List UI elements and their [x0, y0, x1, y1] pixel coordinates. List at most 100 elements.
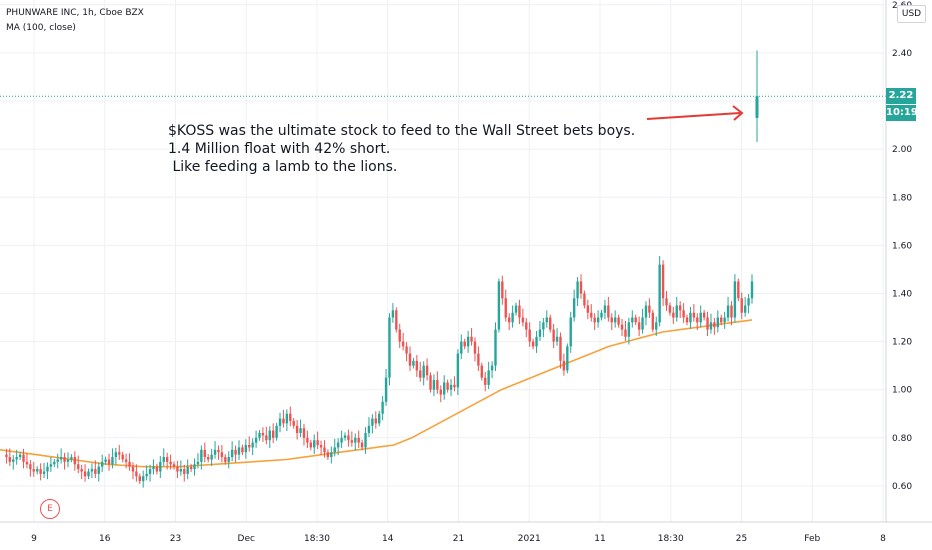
- candle-body: [302, 428, 306, 438]
- candle-body: [292, 420, 295, 426]
- candle-body: [610, 317, 613, 323]
- candle-body: [196, 461, 200, 465]
- x-tick-label: 9: [31, 534, 37, 544]
- candle-body: [176, 466, 179, 472]
- candle-body: [388, 317, 391, 378]
- time-axis[interactable]: 9 16 23 Dec 18:30 14 21 2021 11 18:30 25 Feb 8: [31, 534, 886, 544]
- candle-body: [696, 317, 699, 323]
- y-tick-label: 1.60: [892, 241, 912, 251]
- indicator-label[interactable]: MA (100, close): [6, 23, 76, 33]
- candle-body: [80, 469, 83, 472]
- candle-body: [542, 322, 545, 330]
- candle-body: [391, 310, 395, 318]
- candle-body: [285, 413, 289, 424]
- x-tick-label: 18:30: [658, 534, 684, 544]
- candle-body: [470, 336, 473, 342]
- candle-body: [179, 469, 183, 472]
- candle-body: [699, 312, 702, 323]
- candle-body: [121, 454, 124, 460]
- candle-body: [507, 317, 511, 323]
- candle-body: [330, 452, 333, 458]
- candle-body: [172, 464, 176, 467]
- candle-body: [186, 466, 189, 474]
- annotation-line: $KOSS was the ultimate stock to feed to …: [168, 123, 636, 139]
- candle-body: [97, 466, 100, 474]
- x-tick-label: Feb: [804, 534, 820, 544]
- candle-body: [306, 437, 309, 443]
- candle-body: [593, 317, 596, 323]
- candle-body: [15, 457, 18, 460]
- candle-body: [528, 329, 531, 342]
- candle-body: [586, 305, 590, 313]
- candle-body: [603, 305, 607, 313]
- candle-body: [36, 469, 39, 472]
- candle-body: [107, 459, 111, 465]
- candle-body: [183, 469, 186, 474]
- candle-body: [104, 459, 107, 462]
- candle-body: [46, 466, 49, 472]
- candle-body: [405, 346, 408, 354]
- candle-body: [230, 449, 234, 458]
- candle-body: [159, 461, 162, 472]
- candle-body: [169, 461, 172, 465]
- candle-body: [750, 281, 754, 299]
- earnings-icon[interactable]: E: [40, 499, 60, 519]
- candle-body: [473, 341, 477, 354]
- candle-body: [275, 425, 278, 438]
- candle-body: [128, 461, 131, 467]
- candle-body: [131, 466, 135, 472]
- candle-body: [333, 447, 336, 453]
- candle-body: [244, 445, 248, 453]
- candle-body: [142, 476, 145, 482]
- candle-body: [63, 457, 66, 462]
- candle-body: [572, 298, 576, 318]
- candle-body: [566, 346, 569, 371]
- candle-body: [251, 442, 254, 448]
- candle-body: [316, 440, 319, 446]
- candle-body: [706, 317, 709, 330]
- candle-body: [576, 281, 579, 299]
- candle-body: [743, 305, 747, 313]
- candle-body: [596, 317, 600, 323]
- candle-body: [340, 437, 343, 443]
- candle-body: [152, 466, 155, 470]
- y-tick-label: 1.20: [892, 338, 912, 348]
- candle-body: [384, 377, 388, 402]
- price-axis[interactable]: 2.602.402.202.001.801.601.401.201.000.80…: [892, 1, 912, 492]
- chart-legend: PHUNWARE INC, 1h, Cboe BZX MA (100, clos…: [6, 6, 144, 36]
- candle-body: [723, 317, 726, 323]
- candle-body: [381, 401, 384, 414]
- candle-body: [70, 457, 73, 460]
- candle-body: [511, 312, 514, 323]
- candle-body: [295, 425, 299, 433]
- x-tick-label: 16: [99, 534, 111, 544]
- candle-body: [456, 353, 460, 388]
- candle-body: [661, 264, 665, 299]
- candle-body: [583, 293, 586, 306]
- candle-body: [200, 449, 203, 462]
- candle-body: [124, 459, 128, 462]
- grid: [0, 0, 886, 522]
- candle-body: [740, 298, 743, 313]
- candle-body: [518, 305, 521, 318]
- candle-body: [162, 457, 165, 462]
- candle-body: [395, 310, 398, 330]
- candle-body: [555, 336, 559, 342]
- currency-button[interactable]: USD: [897, 5, 926, 23]
- candle-body: [135, 471, 138, 477]
- candle-body: [627, 322, 631, 337]
- candle-body: [497, 281, 501, 330]
- candle-body: [90, 469, 94, 472]
- candle-body: [613, 317, 617, 323]
- candle-body: [398, 329, 401, 342]
- candle-body: [138, 476, 142, 482]
- candle-body: [624, 329, 627, 337]
- candle-body: [18, 454, 22, 458]
- candle-body: [425, 365, 429, 376]
- candle-body: [25, 461, 29, 465]
- candle-body: [672, 312, 675, 318]
- candle-body: [637, 322, 641, 330]
- candle-body: [702, 312, 706, 318]
